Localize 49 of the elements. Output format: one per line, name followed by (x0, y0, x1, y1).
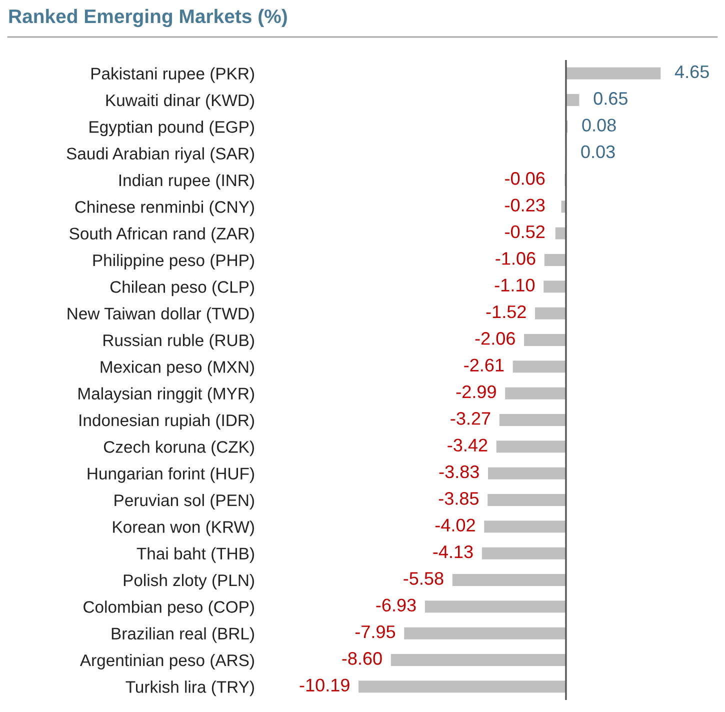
data-label: -0.52 (505, 225, 545, 238)
data-label: -3.42 (448, 438, 488, 452)
y-tick-label: Hungarian forint (HUF) (88, 467, 254, 483)
data-label: -3.83 (439, 465, 479, 478)
text: Ranked Emerging Markets (%) (9, 8, 287, 28)
y-tick-label: Pakistani rupee (PKR) (91, 67, 254, 83)
y-tick-label: Egyptian pound (EGP) (90, 120, 254, 136)
data-label: -2.61 (464, 358, 504, 372)
y-tick-label: Peruvian sol (PEN) (114, 494, 254, 510)
data-label: -3.85 (438, 492, 479, 505)
data-label: -2.99 (456, 385, 496, 398)
y-tick-label: Chilean peso (CLP) (110, 280, 254, 296)
y-tick-label: Thai baht (THB) (136, 547, 254, 563)
y-tick-label: South African rand (ZAR) (70, 227, 254, 243)
y-tick-label: Kuwaiti dinar (KWD) (106, 94, 254, 110)
y-tick-label: Chinese renminbi (CNY) (75, 200, 254, 216)
y-tick-label: Brazilian real (BRL) (112, 627, 254, 643)
y-tick-label: Malaysian ringgit (MYR) (78, 387, 254, 403)
data-label: -6.93 (376, 598, 416, 612)
data-label: 0.08 (582, 118, 616, 132)
data-label: -10.19 (300, 678, 350, 692)
data-label: -7.95 (355, 625, 396, 638)
y-tick-label: Argentinian peso (ARS) (80, 654, 254, 670)
y-tick-label: New Taiwan dollar (TWD) (68, 307, 254, 323)
y-tick-label: Korean won (KRW) (113, 520, 254, 536)
y-tick-label: Russian ruble (RUB) (104, 334, 254, 350)
y-tick-label: Polish zloty (PLN) (124, 574, 254, 590)
data-label: -3.27 (450, 412, 490, 425)
y-tick-label: Philippine peso (PHP) (93, 254, 254, 270)
data-label: -8.60 (342, 652, 382, 665)
data-label: -5.58 (404, 572, 444, 585)
data-label: -0.06 (505, 172, 545, 185)
data-label: -0.23 (505, 198, 545, 212)
y-tick-label: Turkish lira (TRY) (126, 680, 254, 696)
y-tick-label: Indonesian rupiah (IDR) (80, 414, 254, 430)
data-label: 0.03 (581, 145, 615, 158)
data-label: 0.65 (594, 92, 628, 105)
data-label: -4.13 (433, 545, 473, 558)
data-label: 4.65 (674, 65, 709, 78)
y-tick-label: Saudi Arabian riyal (SAR) (66, 147, 254, 163)
y-tick-label: Mexican peso (MXN) (100, 360, 254, 376)
y-tick-label: Indian rupee (INR) (119, 174, 254, 190)
data-label: -1.06 (496, 252, 536, 265)
y-tick-label: Czech koruna (CZK) (104, 440, 254, 456)
data-label: -1.10 (494, 278, 535, 292)
data-label: -1.52 (486, 305, 526, 318)
data-label: -4.02 (435, 518, 475, 532)
data-label: -2.06 (475, 332, 515, 345)
y-tick-label: Colombian peso (COP) (84, 600, 254, 616)
